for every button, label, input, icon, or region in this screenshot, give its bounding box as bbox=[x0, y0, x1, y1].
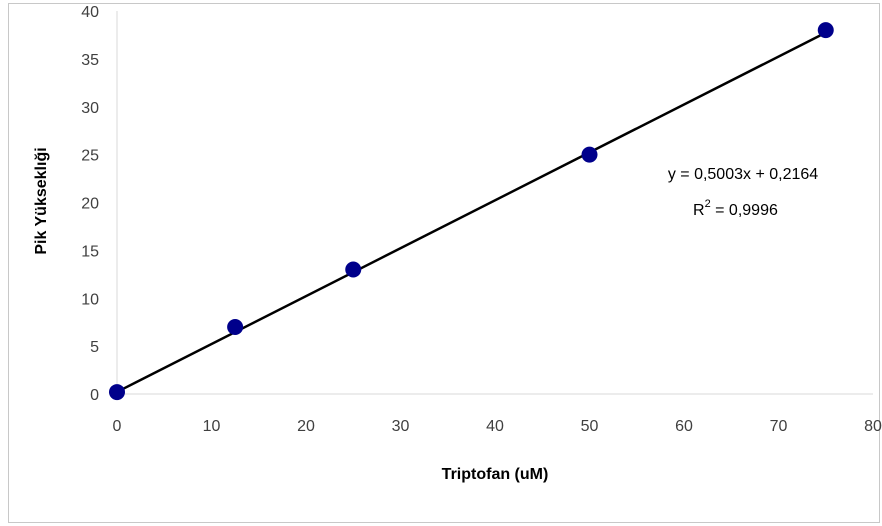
x-tick-label: 70 bbox=[770, 418, 788, 435]
y-tick-label: 25 bbox=[81, 148, 99, 165]
x-tick-label: 80 bbox=[864, 418, 882, 435]
r-squared-superscript: 2 bbox=[705, 198, 711, 210]
r-squared-prefix: R bbox=[693, 202, 705, 219]
r-squared-label: R2 = 0,9996 bbox=[693, 198, 778, 219]
y-axis-title: Pik Yükseklıği bbox=[33, 147, 50, 254]
x-tick-label: 40 bbox=[486, 418, 504, 435]
y-tick-label: 20 bbox=[81, 196, 99, 213]
x-axis-title: Triptofan (uM) bbox=[442, 466, 549, 483]
data-point bbox=[581, 146, 598, 163]
y-tick-labels: 0 5 10 15 20 25 30 35 40 bbox=[81, 4, 99, 404]
y-tick-label: 15 bbox=[81, 243, 99, 260]
y-tick-label: 0 bbox=[90, 387, 99, 404]
x-tick-label: 0 bbox=[113, 418, 122, 435]
y-tick-label: 40 bbox=[81, 4, 99, 21]
x-tick-label: 30 bbox=[392, 418, 410, 435]
data-point bbox=[345, 261, 362, 278]
data-point bbox=[817, 22, 834, 39]
y-tick-label: 30 bbox=[81, 100, 99, 117]
x-tick-label: 60 bbox=[675, 418, 693, 435]
x-tick-label: 50 bbox=[581, 418, 599, 435]
data-point bbox=[227, 318, 244, 335]
x-tick-labels: 0 10 20 30 40 50 60 70 80 bbox=[113, 418, 882, 435]
axes bbox=[116, 11, 873, 395]
y-tick-label: 5 bbox=[90, 339, 99, 356]
x-tick-label: 20 bbox=[297, 418, 315, 435]
x-tick-label: 10 bbox=[203, 418, 221, 435]
trendline-equation: y = 0,5003x + 0,2164 bbox=[668, 166, 818, 183]
chart-frame bbox=[8, 3, 880, 523]
data-points bbox=[109, 22, 834, 401]
y-tick-label: 10 bbox=[81, 291, 99, 308]
y-tick-label: 35 bbox=[81, 52, 99, 69]
r-squared-value: = 0,9996 bbox=[711, 202, 778, 219]
data-point bbox=[109, 384, 125, 401]
